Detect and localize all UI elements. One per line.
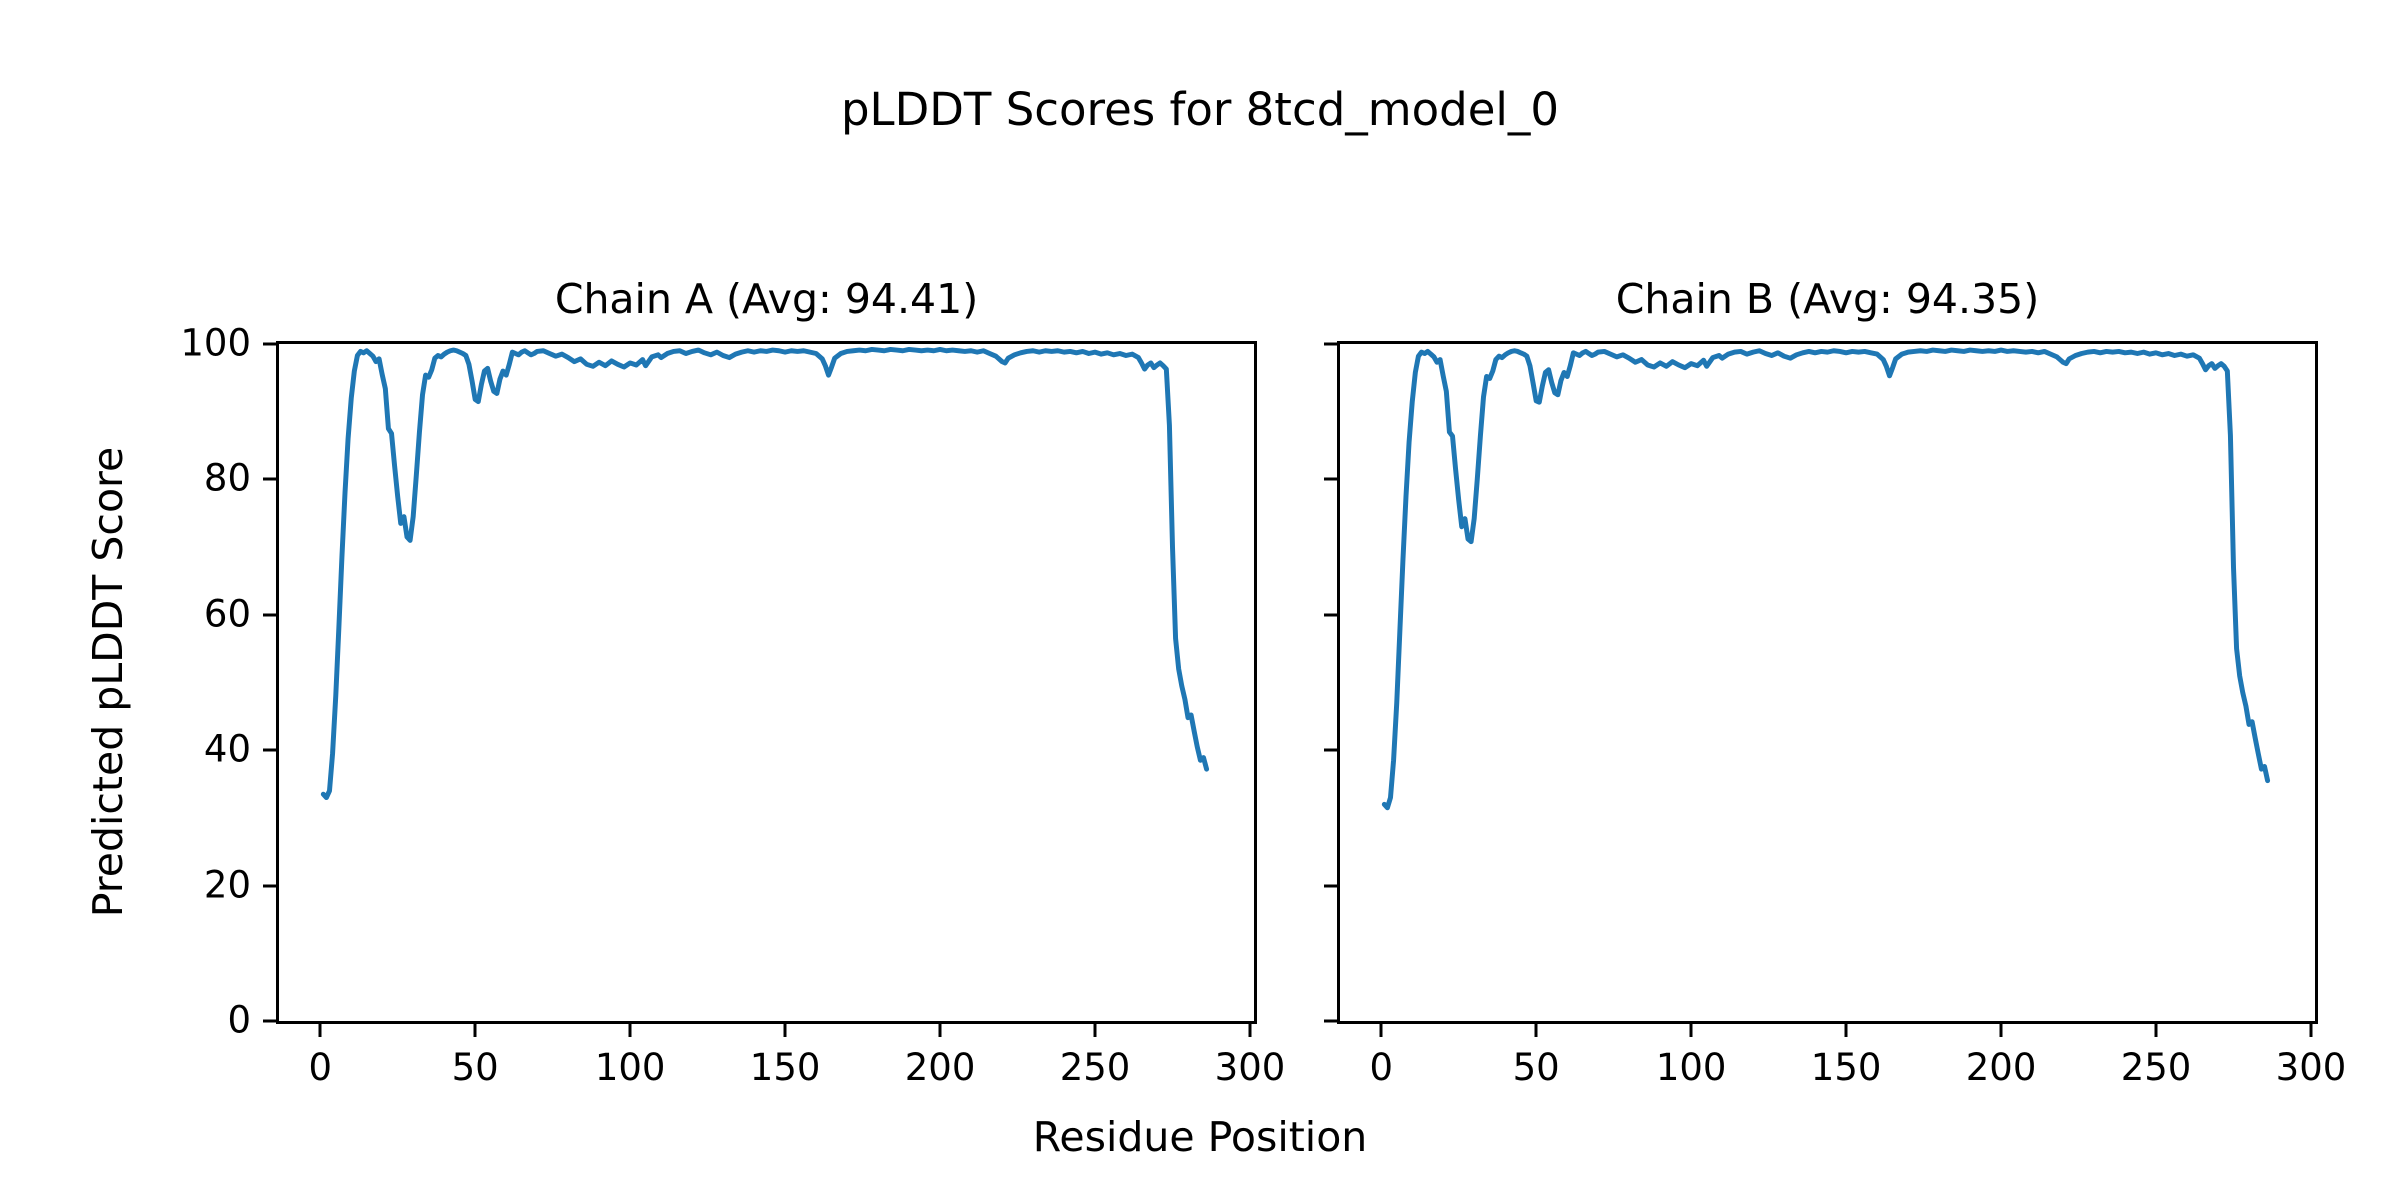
- y-tick: [1324, 884, 1337, 888]
- chain-a-axes: Chain A (Avg: 94.41) 0 50 100 150 200 250 300 0…: [180, 275, 1285, 1087]
- x-tick-label: 50: [1512, 1046, 1560, 1089]
- y-tick-label: 100: [180, 321, 251, 365]
- x-tick: [938, 1024, 942, 1037]
- y-tick-label: 40: [203, 727, 251, 771]
- y-tick: [263, 477, 276, 481]
- y-tick: [263, 342, 276, 346]
- x-tick: [2154, 1024, 2158, 1037]
- figure-title: pLDDT Scores for 8tcd_model_0: [840, 83, 1560, 136]
- y-tick: [263, 884, 276, 888]
- x-tick: [1844, 1024, 1848, 1037]
- x-tick-label: 200: [904, 1046, 976, 1089]
- x-tick-label: 0: [1369, 1046, 1393, 1089]
- y-tick-label: 0: [227, 998, 251, 1042]
- x-tick-label: 0: [308, 1046, 332, 1089]
- x-tick: [1534, 1024, 1538, 1037]
- x-tick: [628, 1024, 632, 1037]
- x-tick-label: 100: [594, 1046, 666, 1089]
- x-tick: [2309, 1024, 2313, 1037]
- x-tick-label: 150: [1810, 1046, 1882, 1089]
- x-axis-label: Residue Position: [1032, 1113, 1368, 1161]
- y-tick: [1324, 748, 1337, 752]
- x-tick: [1379, 1024, 1383, 1037]
- chain-b-title: Chain B (Avg: 94.35): [1615, 275, 2040, 323]
- y-tick: [1324, 477, 1337, 481]
- y-tick: [263, 613, 276, 617]
- x-tick: [783, 1024, 787, 1037]
- chain-b-axes: Chain B (Avg: 94.35) 0 50 100 150 200 250 300: [1324, 275, 2346, 1088]
- chain-a-plddt-line: [320, 346, 1210, 801]
- y-tick-label: 20: [203, 863, 251, 907]
- y-tick: [1324, 342, 1337, 346]
- x-tick-label: 200: [1965, 1046, 2037, 1089]
- chain-b-plot-area: [1381, 347, 2271, 811]
- x-tick: [1999, 1024, 2003, 1037]
- y-tick: [263, 748, 276, 752]
- x-tick: [1689, 1024, 1693, 1037]
- x-tick-label: 250: [1059, 1046, 1131, 1089]
- chain-a-title: Chain A (Avg: 94.41): [554, 275, 979, 323]
- y-axis-label: Predicted pLDDT Score: [84, 446, 132, 918]
- y-tick-label: 80: [203, 457, 251, 501]
- x-tick-label: 50: [451, 1046, 499, 1089]
- chain-a-plot-area: [320, 346, 1210, 801]
- chain-b-plddt-line: [1381, 347, 2271, 811]
- x-tick: [318, 1024, 322, 1037]
- y-tick: [263, 1019, 276, 1023]
- x-tick: [473, 1024, 477, 1037]
- x-tick-label: 150: [749, 1046, 821, 1089]
- y-tick: [1324, 613, 1337, 617]
- x-tick-label: 300: [1214, 1046, 1286, 1089]
- x-tick: [1248, 1024, 1252, 1037]
- x-tick-label: 100: [1655, 1046, 1727, 1089]
- x-tick: [1093, 1024, 1097, 1037]
- x-tick-label: 300: [2275, 1046, 2347, 1089]
- x-tick-label: 250: [2120, 1046, 2192, 1089]
- y-tick-label: 60: [203, 592, 251, 636]
- y-tick: [1324, 1019, 1337, 1023]
